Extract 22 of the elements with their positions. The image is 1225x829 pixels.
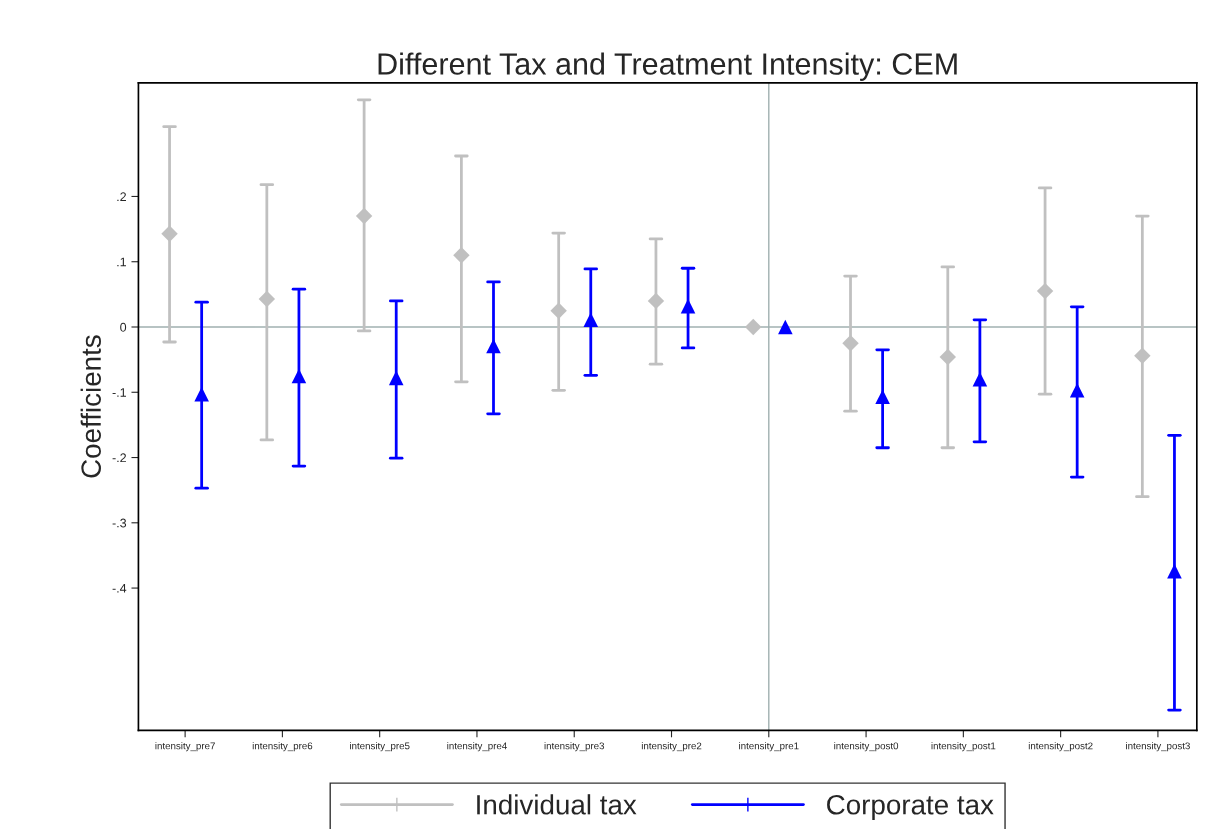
y-tick-label: -.4 [112,584,127,593]
x-tick-label: intensity_pre3 [544,742,605,752]
x-tick-label: intensity_post2 [1028,742,1093,752]
x-tick-label: intensity_pre4 [447,742,507,752]
x-tick-label: intensity_post0 [834,742,899,752]
y-tick-label: -.2 [112,453,126,463]
x-tick-label: intensity_pre1 [739,742,799,752]
y-tick-label: .1 [117,257,127,267]
x-tick-label: intensity_post3 [1126,742,1190,752]
x-tick-label: intensity_pre5 [350,742,410,752]
chart-title: Different Tax and Treatment Intensity: CEM [378,52,957,81]
x-tick-label: intensity_post1 [931,742,996,752]
y-tick-label: -.1 [112,388,127,397]
x-tick-label: intensity_pre6 [252,742,313,752]
legend-label: Corporate tax [827,794,994,821]
y-axis-title: Coefficients [80,335,101,478]
x-tick-label: intensity_pre7 [155,742,215,752]
legend-label: Individual tax [477,794,637,815]
y-tick-label: .2 [117,192,126,201]
y-tick-label: -.3 [112,518,127,528]
y-tick-label: 0 [120,322,127,332]
x-tick-label: intensity_pre2 [641,742,702,752]
